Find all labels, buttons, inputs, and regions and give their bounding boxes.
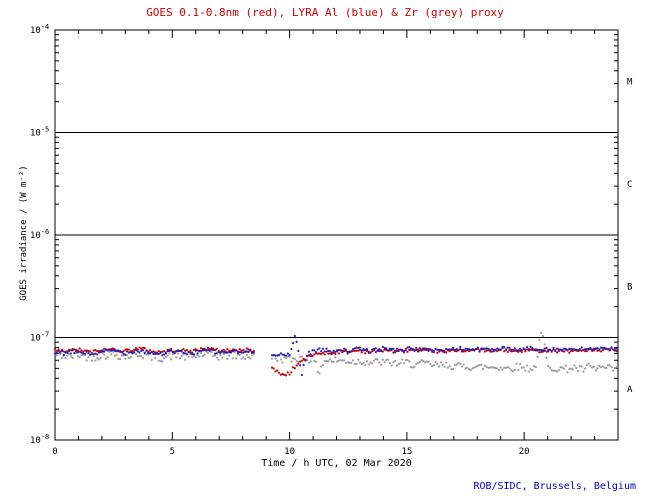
svg-text:10-7: 10-7 — [30, 331, 49, 344]
svg-text:10-4: 10-4 — [30, 23, 49, 36]
chart-title: GOES 0.1-0.8nm (red), LYRA Al (blue) & Z… — [146, 6, 504, 19]
svg-text:10-6: 10-6 — [30, 228, 49, 241]
svg-text:C: C — [627, 180, 632, 190]
svg-text:5: 5 — [170, 447, 175, 457]
x-axis-label: Time / h UTC, 02 Mar 2020 — [261, 458, 412, 469]
svg-text:15: 15 — [401, 447, 412, 457]
svg-text:10: 10 — [284, 447, 295, 457]
svg-text:0: 0 — [52, 447, 57, 457]
svg-text:10-8: 10-8 — [30, 433, 49, 446]
svg-text:B: B — [627, 282, 632, 292]
svg-text:10-5: 10-5 — [30, 126, 49, 139]
svg-text:M: M — [627, 77, 633, 87]
svg-text:A: A — [627, 385, 633, 395]
svg-text:20: 20 — [519, 447, 530, 457]
footer-credit: ROB/SIDC, Brussels, Belgium — [473, 481, 636, 492]
